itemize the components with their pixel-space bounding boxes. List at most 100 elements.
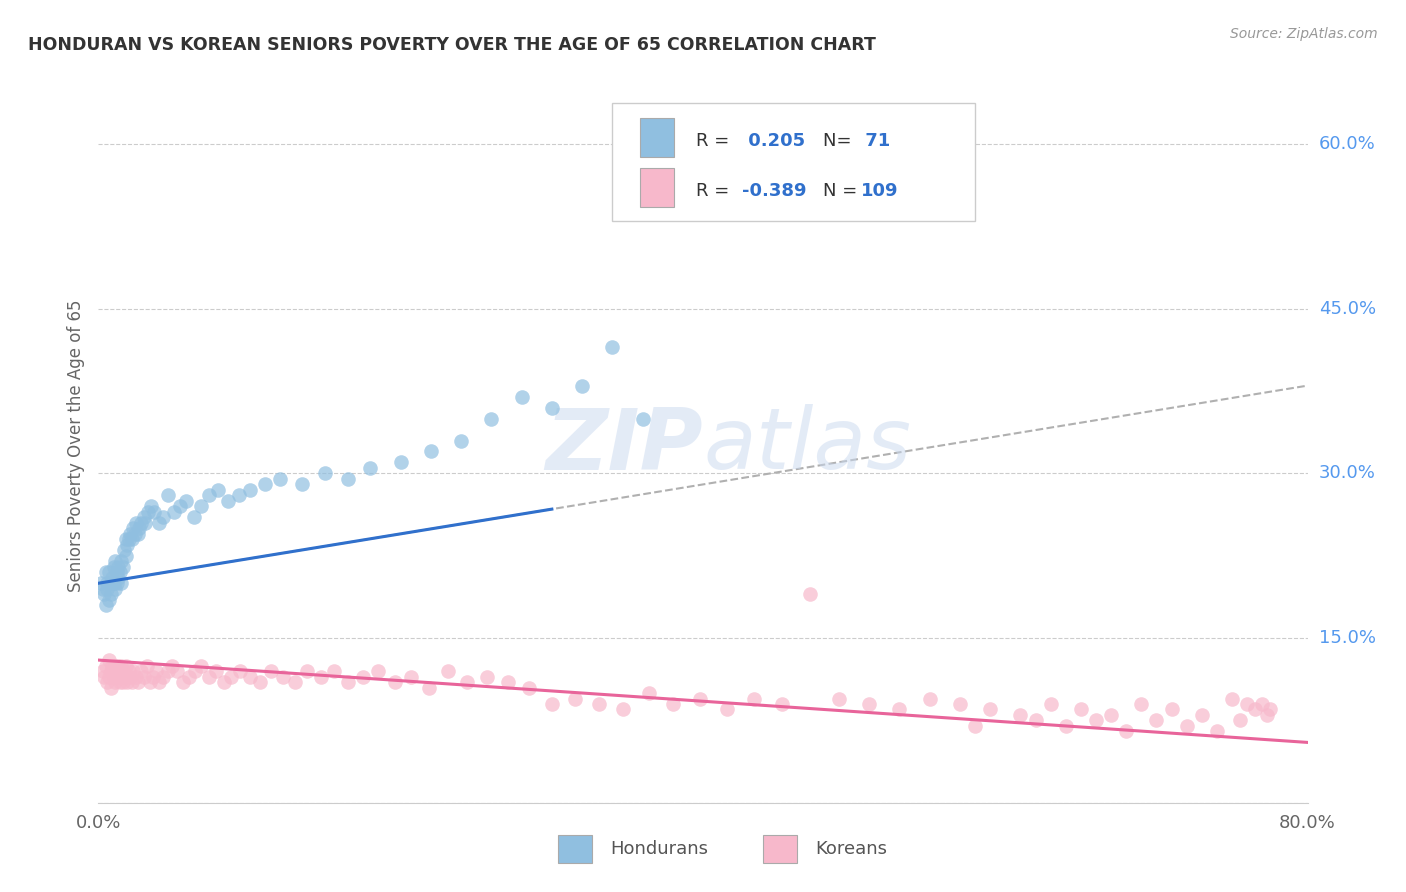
Text: -0.389: -0.389 — [742, 182, 806, 200]
Point — [110, 658, 132, 673]
Point — [105, 669, 128, 683]
Point — [129, 664, 152, 678]
Point — [314, 467, 336, 481]
Text: 60.0%: 60.0% — [1319, 135, 1375, 153]
Point — [114, 533, 136, 547]
Point — [475, 669, 498, 683]
Point — [571, 378, 593, 392]
Point — [1229, 714, 1251, 728]
Point — [1010, 708, 1032, 723]
Point — [360, 461, 382, 475]
Point — [689, 691, 711, 706]
Point — [1236, 697, 1258, 711]
Point — [190, 500, 212, 514]
Point — [190, 658, 212, 673]
Point — [94, 658, 117, 673]
Point — [104, 675, 127, 690]
Point — [108, 566, 131, 580]
Point — [207, 483, 229, 497]
Point — [1206, 724, 1229, 739]
Point — [858, 697, 880, 711]
Point — [1054, 719, 1077, 733]
Point — [108, 675, 131, 690]
Text: 109: 109 — [862, 182, 898, 200]
Point — [122, 521, 145, 535]
Point — [156, 488, 179, 502]
Point — [1191, 708, 1213, 723]
Text: 30.0%: 30.0% — [1319, 465, 1375, 483]
Point — [367, 664, 389, 678]
Text: ZIP: ZIP — [546, 404, 703, 488]
Point — [152, 510, 174, 524]
Point — [98, 592, 121, 607]
Bar — [640, 118, 673, 157]
Point — [134, 516, 156, 530]
Point — [96, 675, 118, 690]
Point — [965, 719, 987, 733]
Text: Source: ZipAtlas.com: Source: ZipAtlas.com — [1230, 27, 1378, 41]
Point — [979, 702, 1001, 716]
Point — [184, 664, 207, 678]
Point — [103, 576, 125, 591]
Point — [148, 516, 170, 530]
Point — [172, 675, 194, 690]
Point — [918, 691, 941, 706]
Point — [156, 664, 179, 678]
Point — [1070, 702, 1092, 716]
Point — [111, 664, 134, 678]
Text: 0.205: 0.205 — [742, 132, 804, 150]
Text: atlas: atlas — [703, 404, 911, 488]
Point — [93, 669, 115, 683]
Point — [1115, 724, 1137, 739]
Point — [107, 571, 129, 585]
Text: 71: 71 — [859, 132, 890, 150]
Point — [456, 675, 478, 690]
Point — [309, 669, 332, 683]
Point — [125, 516, 148, 530]
Point — [271, 669, 294, 683]
Point — [510, 390, 533, 404]
Point — [129, 516, 152, 530]
Point — [269, 472, 291, 486]
Point — [132, 510, 155, 524]
Point — [249, 675, 271, 690]
Point — [1220, 691, 1243, 706]
Point — [90, 576, 112, 591]
Text: N=: N= — [823, 132, 856, 150]
Point — [124, 526, 146, 541]
Point — [1039, 697, 1062, 711]
Point — [112, 543, 135, 558]
Point — [111, 675, 134, 690]
Point — [110, 576, 132, 591]
Point — [384, 675, 406, 690]
Text: 45.0%: 45.0% — [1319, 300, 1376, 318]
Point — [111, 559, 134, 574]
Point — [436, 664, 458, 678]
Point — [540, 697, 562, 711]
Point — [115, 675, 138, 690]
Point — [141, 500, 163, 514]
Point — [125, 669, 148, 683]
Point — [114, 549, 136, 563]
Point — [205, 664, 228, 678]
Point — [295, 664, 318, 678]
Point — [101, 658, 124, 673]
Point — [142, 669, 165, 683]
Point — [481, 411, 503, 425]
Point — [107, 559, 129, 574]
Point — [100, 576, 122, 591]
Bar — [558, 835, 592, 863]
Point — [112, 669, 135, 683]
Point — [291, 477, 314, 491]
Point — [1243, 702, 1265, 716]
Point — [118, 664, 141, 678]
Point — [602, 340, 624, 354]
Point — [323, 664, 346, 678]
Point — [197, 488, 219, 502]
Bar — [640, 168, 673, 207]
Point — [517, 681, 540, 695]
Text: HONDURAN VS KOREAN SENIORS POVERTY OVER THE AGE OF 65 CORRELATION CHART: HONDURAN VS KOREAN SENIORS POVERTY OVER … — [28, 36, 876, 54]
Point — [450, 434, 472, 448]
Point — [661, 137, 683, 152]
Point — [389, 455, 412, 469]
